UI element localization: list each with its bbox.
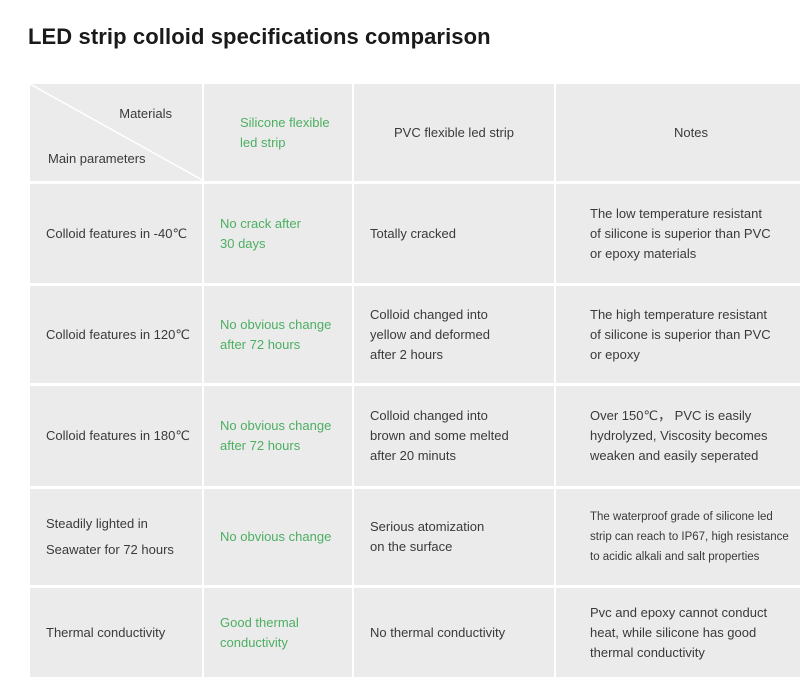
cell-line: brown and some melted [370,428,509,443]
cell-line: Totally cracked [370,225,456,241]
cell-line: on the surface [370,539,453,554]
header-silicone-line: led strip [240,134,286,150]
page-title: LED strip colloid specifications compari… [28,24,491,49]
silicone-cell: No obvious change after 72 hours [204,286,354,386]
cell-line: Seawater for 72 hours [46,542,174,557]
cell-line: The waterproof grade of silicone led [590,511,773,523]
cell-line: after 2 hours [370,346,443,362]
cell-line: thermal conductivity [590,644,705,660]
comparison-table: Materials Main parameters Silicone flexi… [30,84,800,680]
cell-line: No obvious change [220,316,332,332]
notes-cell: The waterproof grade of silicone led str… [556,489,800,588]
cell-line: to acidic alkali and salt properties [590,551,760,563]
cell-line: No obvious change [220,529,332,544]
param-cell: Colloid features in 120℃ [30,286,204,386]
header-diagonal-cell: Materials Main parameters [30,84,204,184]
cell-line: The low temperature resistant [590,205,762,221]
cell-line: Colloid changed into [370,306,488,322]
notes-cell: Pvc and epoxy cannot conduct heat, while… [556,588,800,680]
header-main-parameters: Main parameters [48,151,146,166]
cell-line: after 20 minuts [370,448,456,463]
diagonal-line [30,84,204,181]
pvc-cell: No thermal conductivity [354,588,556,680]
cell-line: No thermal conductivity [370,624,506,640]
cell-line: Colloid features in 180℃ [46,428,190,443]
silicone-cell: Good thermal conductivity [204,588,354,680]
table-row: Colloid features in 120℃ No obvious chan… [30,286,800,386]
cell-line: or epoxy [590,346,640,362]
pvc-cell: Colloid changed into brown and some melt… [354,386,556,489]
notes-cell: The low temperature resistant of silicon… [556,184,800,286]
pvc-cell: Serious atomization on the surface [354,489,556,588]
pvc-cell: Colloid changed into yellow and deformed… [354,286,556,386]
cell-line: after 72 hours [220,438,301,453]
header-silicone: Silicone flexible led strip [204,84,354,184]
header-pvc: PVC flexible led strip [354,84,556,184]
table-header-row: Materials Main parameters Silicone flexi… [30,84,800,184]
header-notes: Notes [556,84,800,184]
cell-line: 30 days [220,235,266,251]
cell-line: heat, while silicone has good [590,624,757,640]
cell-line: after 72 hours [220,336,301,352]
cell-line: No obvious change [220,418,332,433]
cell-line: of silicone is superior than PVC [590,326,771,342]
cell-line: Steadily lighted in [46,516,148,531]
cell-line: Thermal conductivity [46,624,166,640]
cell-line: or epoxy materials [590,245,697,261]
table-row: Steadily lighted in Seawater for 72 hour… [30,489,800,588]
table-row: Thermal conductivity Good thermal conduc… [30,588,800,680]
header-silicone-line: Silicone flexible [240,114,330,130]
cell-line: strip can reach to IP67, high resistance [590,531,789,543]
silicone-cell: No obvious change after 72 hours [204,386,354,489]
cell-line: weaken and easily seperated [590,448,759,463]
silicone-cell: No crack after 30 days [204,184,354,286]
cell-line: Over 150℃， PVC is easily [590,408,752,423]
table-row: Colloid features in -40℃ No crack after … [30,184,800,286]
param-cell: Colloid features in 180℃ [30,386,204,489]
notes-cell: The high temperature resistant of silico… [556,286,800,386]
cell-line: Colloid features in 120℃ [46,326,190,342]
param-cell: Steadily lighted in Seawater for 72 hour… [30,489,204,588]
cell-line: hydrolyzed, Viscosity becomes [590,428,768,443]
cell-line: Colloid features in -40℃ [46,225,188,241]
cell-line: The high temperature resistant [590,306,768,322]
cell-line: Good thermal [220,614,299,630]
param-cell: Colloid features in -40℃ [30,184,204,286]
cell-line: Pvc and epoxy cannot conduct [590,604,768,620]
silicone-cell: No obvious change [204,489,354,588]
cell-line: conductivity [220,634,288,650]
notes-cell: Over 150℃， PVC is easily hydrolyzed, Vis… [556,386,800,489]
cell-line: No crack after [220,215,301,231]
table-row: Colloid features in 180℃ No obvious chan… [30,386,800,489]
cell-line: of silicone is superior than PVC [590,225,771,241]
header-materials: Materials [119,106,172,121]
cell-line: Colloid changed into [370,408,488,423]
pvc-cell: Totally cracked [354,184,556,286]
param-cell: Thermal conductivity [30,588,204,680]
cell-line: yellow and deformed [370,326,490,342]
cell-line: Serious atomization [370,519,485,534]
